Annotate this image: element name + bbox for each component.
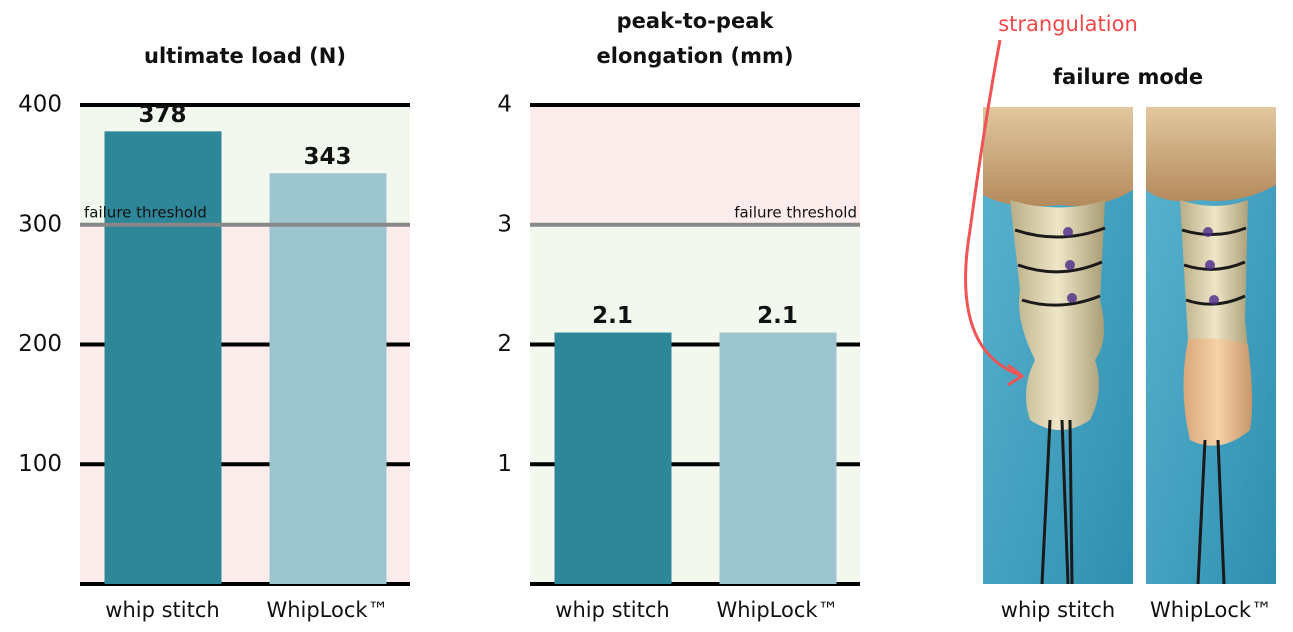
x-tick-label: whip stitch [105, 598, 219, 622]
chart-title: ultimate load (N) [144, 44, 346, 68]
value-label: 2.1 [757, 303, 798, 329]
photo-whip-stitch [983, 107, 1133, 584]
y-tick-label: 4 [497, 92, 512, 118]
bar [105, 131, 222, 584]
x-tick-label: WhipLock™ [716, 598, 838, 622]
bar [555, 333, 672, 584]
bar [270, 173, 387, 584]
y-tick-label: 2 [497, 331, 512, 357]
figure: strangulation failure mode whip stitch W… [0, 0, 1293, 628]
value-label: 2.1 [592, 303, 633, 329]
y-tick-label: 200 [18, 331, 62, 357]
value-label: 343 [303, 144, 351, 170]
panel-title: failure mode [1053, 65, 1203, 89]
y-tick-label: 100 [18, 451, 62, 477]
y-tick-label: 400 [18, 92, 62, 118]
annotation: strangulation [998, 12, 1138, 36]
x-tick-label: whip stitch [555, 598, 669, 622]
y-tick-label: 300 [18, 211, 62, 237]
y-tick-label: 3 [497, 211, 512, 237]
y-tick-label: 1 [497, 451, 512, 477]
threshold-label: failure threshold [734, 203, 857, 221]
x-tick-label: WhipLock™ [266, 598, 388, 622]
chart-title: peak-to-peak [617, 9, 775, 33]
photo-whiplock [1146, 107, 1276, 584]
bar [720, 333, 837, 584]
photo-label: whip stitch [1001, 598, 1115, 622]
photo-label: WhipLock™ [1150, 598, 1272, 622]
value-label: 378 [138, 102, 186, 128]
threshold-label: failure threshold [84, 203, 207, 221]
chart-title: elongation (mm) [597, 44, 794, 68]
